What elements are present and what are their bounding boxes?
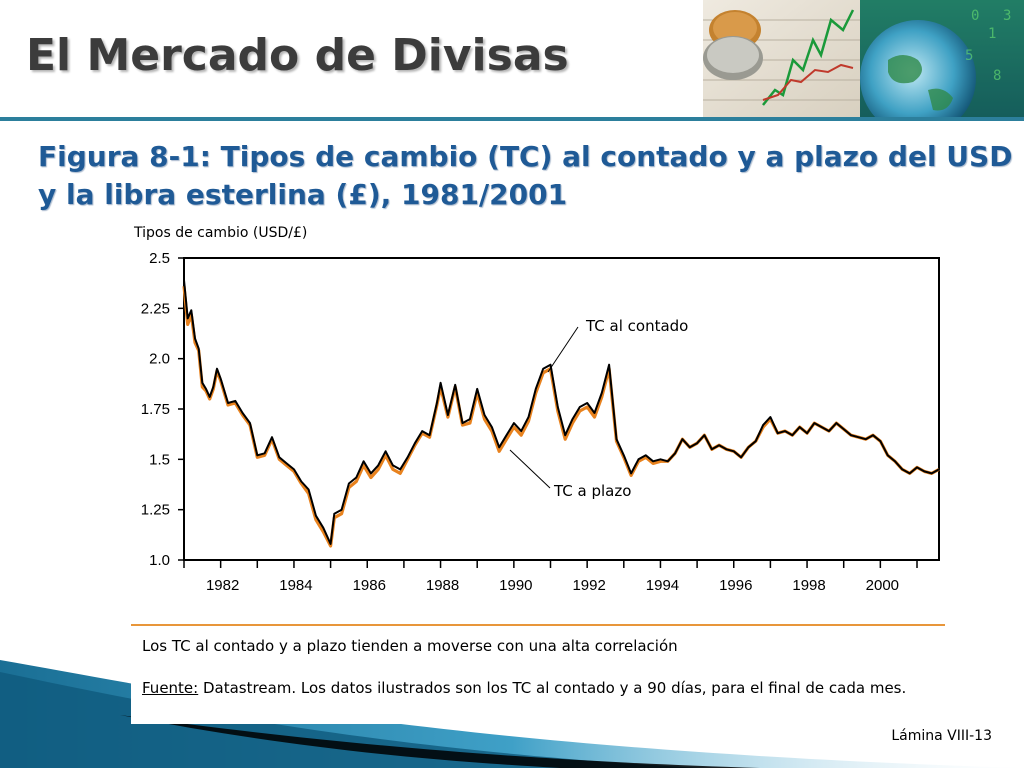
wave-decoration: [0, 660, 1024, 768]
x-tick-label: 1988: [426, 577, 459, 594]
y-tick-label: 1.0: [149, 552, 170, 569]
annotation-leader-spot: [547, 326, 579, 373]
slide-number: Lámina VIII-13: [891, 728, 992, 744]
y-tick-label: 1.75: [141, 401, 170, 418]
source-label: Fuente:: [142, 679, 199, 697]
y-tick-label: 2.5: [149, 250, 170, 267]
annotation-spot: TC al contado: [585, 317, 688, 335]
series-layer: [182, 280, 940, 548]
header-images: 015 8 3: [703, 0, 1024, 117]
x-tick-label: 1982: [206, 577, 239, 594]
figure-title: Figura 8-1: Tipos de cambio (TC) al cont…: [38, 140, 1013, 211]
annotation-forward: TC a plazo: [553, 482, 631, 500]
coins-chart-photo: [703, 0, 860, 117]
svg-text:8: 8: [993, 68, 1001, 84]
annotation-leader-forward: [509, 449, 551, 489]
y-tick-label: 1.5: [149, 451, 170, 468]
x-tick-label: 1994: [646, 577, 679, 594]
series-line-spot: [183, 280, 940, 545]
source-text: Datastream. Los datos ilustrados son los…: [198, 679, 907, 697]
svg-text:0: 0: [971, 8, 979, 24]
svg-text:5: 5: [965, 48, 973, 64]
x-tick-label: 1998: [792, 577, 825, 594]
y-tick-label: 1.25: [141, 502, 170, 519]
y-tick-label: 2.25: [141, 300, 170, 317]
source-note: Fuente: Datastream. Los datos ilustrados…: [142, 678, 912, 699]
y-tick-label: 2.0: [149, 351, 170, 368]
plot-frame: [183, 257, 940, 561]
note-box: [131, 627, 945, 724]
note-text: Los TC al contado y a plazo tienden a mo…: [142, 637, 678, 655]
x-tick-label: 2000: [866, 577, 899, 594]
y-axis-ticks: 2.5 2.25 2.0 1.75 1.5 1.25 1.0: [141, 250, 184, 569]
slide-title: El Mercado de Divisas: [26, 30, 569, 81]
globe-photo: 015 8 3: [860, 0, 1024, 117]
x-tick-label: 1990: [499, 577, 532, 594]
x-tick-label: 1992: [572, 577, 605, 594]
exchange-rate-chart: Tipos de cambio (USD/£) 2.5 2.25 2.0 1.75 1.…: [133, 225, 940, 594]
x-tick-label: 1996: [719, 577, 752, 594]
x-tick-label: 1984: [279, 577, 312, 594]
svg-text:3: 3: [1003, 8, 1011, 24]
x-tick-label: 1986: [353, 577, 386, 594]
x-axis-ticks: 1982 1984 1986 1988 1990 1992 1994 1996 1998 2000: [183, 560, 918, 594]
svg-text:1: 1: [988, 26, 996, 42]
y-axis-label: Tipos de cambio (USD/£): [133, 225, 307, 241]
note-divider: [131, 624, 945, 626]
title-divider: [0, 117, 1024, 121]
